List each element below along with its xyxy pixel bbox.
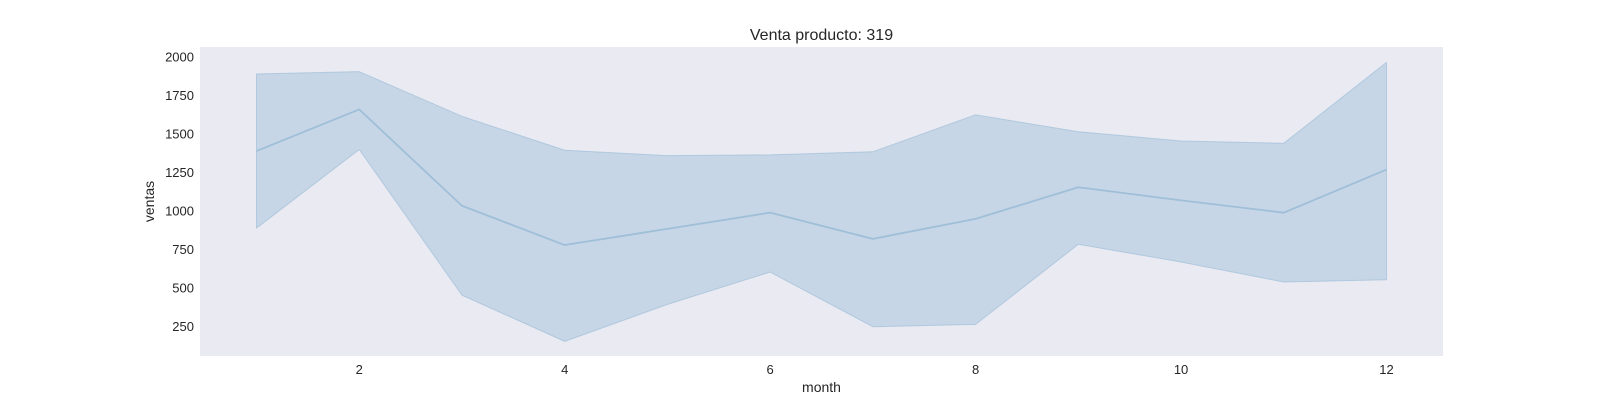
data-point (1283, 212, 1285, 214)
confidence-bands (256, 61, 1387, 342)
x-tick-label: 12 (1379, 362, 1393, 377)
data-point (1386, 169, 1388, 171)
y-tick-label: 1750 (165, 88, 194, 103)
x-tick-label: 4 (561, 362, 568, 377)
y-axis-label: ventas (141, 181, 157, 222)
series-lines (256, 108, 1388, 246)
y-tick-label: 1250 (165, 165, 194, 180)
data-point (564, 244, 566, 246)
data-point (872, 238, 874, 240)
data-point (256, 150, 258, 152)
y-tick-label: 2000 (165, 49, 194, 64)
data-point (358, 108, 360, 110)
x-axis-label: month (802, 379, 841, 395)
x-tick-label: 10 (1174, 362, 1188, 377)
y-tick-label: 1000 (165, 203, 194, 218)
y-tick-label: 1500 (165, 126, 194, 141)
data-point (666, 228, 668, 230)
y-tick-label: 750 (172, 242, 194, 257)
y-tick-label: 250 (172, 319, 194, 334)
x-axis-ticks: 2 4 6 8 10 12 (356, 362, 1394, 377)
data-point (461, 205, 463, 207)
confidence-band (256, 61, 1387, 342)
data-point (1077, 186, 1079, 188)
y-tick-label: 500 (172, 280, 194, 295)
x-tick-label: 2 (356, 362, 363, 377)
chart-title: Venta producto: 319 (750, 27, 893, 44)
series-line (256, 108, 1387, 246)
x-tick-label: 6 (767, 362, 774, 377)
y-axis-ticks: 250 500 750 1000 1250 1500 1750 2000 (165, 49, 194, 334)
x-tick-label: 8 (972, 362, 979, 377)
data-point (975, 218, 977, 220)
data-point (769, 212, 771, 214)
data-point (1180, 199, 1182, 201)
